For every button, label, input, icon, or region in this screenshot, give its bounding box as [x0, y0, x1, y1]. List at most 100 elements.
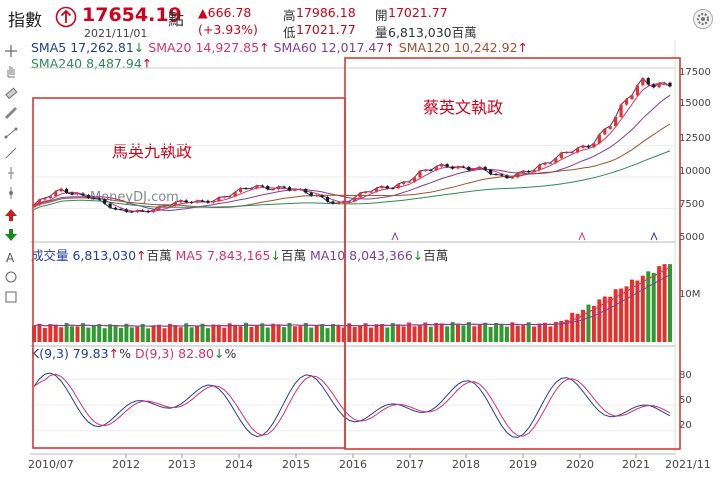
- d-percent: %: [224, 346, 237, 361]
- up-arrow-icon: ↑: [517, 40, 529, 55]
- candle-body: [277, 186, 281, 190]
- volume-value: 6,813,030百萬: [388, 25, 477, 40]
- volume-bar: [347, 323, 352, 342]
- cursor-icon[interactable]: [4, 44, 18, 58]
- volume-bar: [260, 323, 265, 342]
- candle-body: [124, 209, 129, 212]
- volume-bar: [314, 324, 319, 342]
- candle-body: [168, 205, 172, 207]
- arrow-down-tool-icon[interactable]: [4, 228, 18, 242]
- candle-body: [516, 173, 520, 178]
- volume-bar: [205, 328, 210, 342]
- candle-body: [575, 147, 580, 153]
- volume-bar: [657, 266, 662, 342]
- candle-body: [652, 84, 656, 88]
- down-arrow-icon: ↓: [133, 40, 145, 55]
- x-tick: 2016: [339, 458, 367, 471]
- highlight-boxes: [32, 57, 681, 450]
- candle-body: [135, 210, 139, 213]
- candle-body: [363, 191, 368, 193]
- candle-body: [505, 175, 509, 178]
- x-tick: 2017: [396, 458, 424, 471]
- volume-bar: [358, 325, 363, 342]
- volume-bar: [37, 323, 42, 342]
- volume-bar: [227, 323, 232, 342]
- trendline-icon[interactable]: [4, 126, 18, 140]
- candle-body: [418, 170, 422, 178]
- volume-bar: [390, 323, 395, 342]
- candlesticks: [32, 76, 672, 214]
- horizontal-line-icon[interactable]: [4, 186, 18, 200]
- candle-body: [48, 196, 52, 199]
- candle-body: [614, 116, 618, 126]
- gear-icon[interactable]: [692, 8, 714, 30]
- volume-legend: 成交量 6,813,030↑百萬 MA5 7,843,165↓百萬 MA10 8…: [31, 245, 448, 264]
- candle-body: [570, 152, 574, 154]
- arrow-up-tool-icon[interactable]: [4, 208, 18, 222]
- low-value: 17021.77: [296, 22, 356, 37]
- change-percent: (+3.93%): [198, 22, 258, 37]
- candle-body: [445, 164, 449, 167]
- volume-bar: [102, 328, 107, 342]
- kd-tick: 80: [679, 370, 692, 381]
- volume-bar: [42, 327, 47, 342]
- rectangle-tool-icon[interactable]: [4, 290, 18, 304]
- circle-tool-icon[interactable]: [4, 270, 18, 284]
- volume-legend-value: 成交量 6,813,030: [31, 248, 137, 263]
- candle-body: [206, 200, 210, 203]
- volume-bar: [59, 327, 64, 342]
- x-tick: 2019: [509, 458, 537, 471]
- candle-body: [565, 152, 569, 154]
- volume-bar: [575, 313, 580, 342]
- candle-body: [635, 85, 639, 96]
- line-tool-icon[interactable]: [4, 146, 18, 160]
- volume-bar: [428, 326, 433, 342]
- volume-bar: [222, 327, 227, 342]
- sma5-line: [33, 77, 671, 213]
- sma-legend-row1: SMA5 17,262.81↓ SMA20 14,927.85↑ SMA60 1…: [31, 40, 528, 55]
- volume-bar: [439, 323, 444, 342]
- volume-bar: [140, 323, 145, 342]
- volume-bar: [146, 328, 151, 342]
- volume-bar: [325, 328, 330, 342]
- measure-icon[interactable]: [4, 166, 18, 180]
- eraser-icon[interactable]: [4, 86, 18, 100]
- volume-bar: [32, 325, 36, 342]
- candle-body: [543, 162, 547, 165]
- candle-body: [630, 95, 634, 100]
- volume-bar: [548, 326, 553, 342]
- candle-body: [179, 200, 183, 203]
- volume-bar: [385, 327, 390, 342]
- volume-bar: [619, 288, 624, 342]
- candle-body: [619, 104, 623, 117]
- volume-bar: [477, 323, 482, 342]
- pencil-icon[interactable]: [4, 106, 18, 120]
- volume-bar: [113, 325, 118, 342]
- candle-body: [440, 164, 444, 167]
- volume-bar: [456, 324, 460, 342]
- candle-body: [304, 189, 308, 193]
- candle-body: [173, 202, 177, 206]
- volume-bar: [48, 324, 53, 342]
- volume-bar: [64, 323, 69, 342]
- volume-bar: [86, 327, 91, 342]
- hand-icon[interactable]: [4, 64, 18, 78]
- candle-body: [336, 202, 341, 204]
- candle-body: [92, 197, 96, 199]
- x-tick: 2018: [452, 458, 480, 471]
- volume-bar: [135, 326, 140, 342]
- candle-body: [141, 210, 145, 212]
- candle-body: [412, 177, 417, 182]
- text-tool-icon[interactable]: A: [4, 250, 18, 264]
- candle-body: [668, 82, 672, 87]
- volume-bar: [466, 322, 471, 342]
- candle-body: [200, 200, 205, 202]
- candle-body: [353, 197, 357, 202]
- x-tick: 2021/11: [665, 458, 711, 471]
- volume-bar: [265, 327, 270, 342]
- candle-body: [521, 170, 525, 174]
- candle-body: [358, 192, 362, 198]
- volume-bar: [461, 325, 466, 342]
- open-label: 開: [375, 8, 388, 23]
